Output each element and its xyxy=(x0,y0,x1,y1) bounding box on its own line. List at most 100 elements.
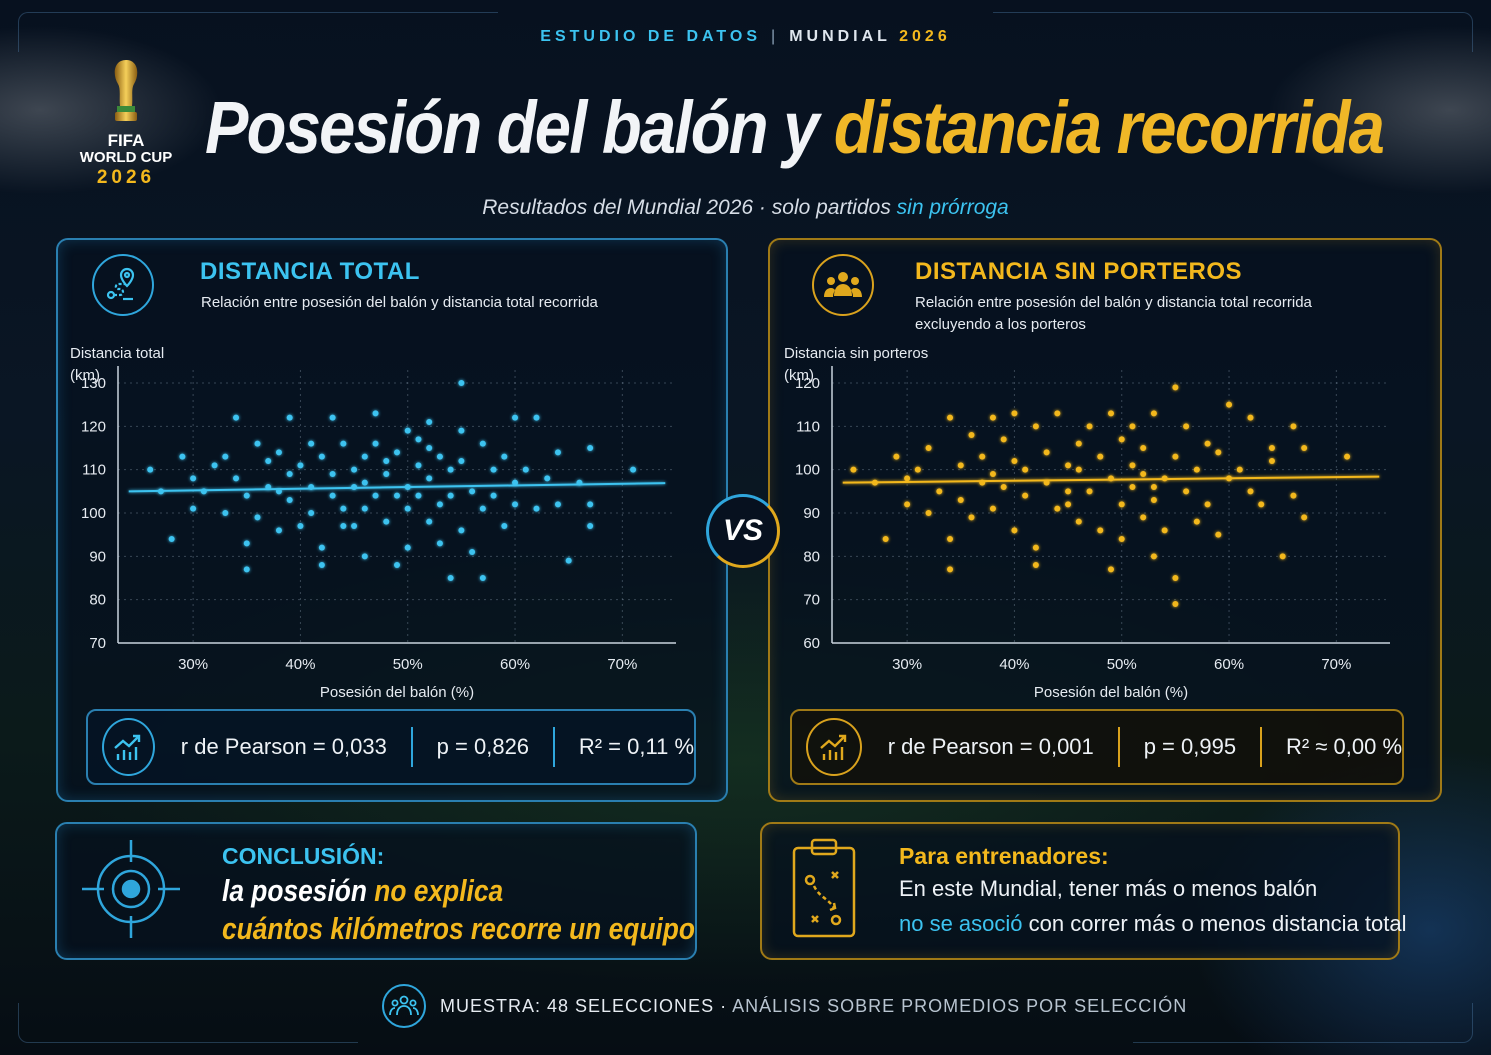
data-point xyxy=(1108,410,1114,417)
x-tick-label: 70% xyxy=(1321,656,1351,673)
data-point xyxy=(361,479,368,486)
footer-sample: MUESTRA: 48 SELECCIONES xyxy=(440,995,715,1016)
data-point xyxy=(308,440,315,447)
title-part2: distancia recorrida xyxy=(833,86,1385,169)
trend-line xyxy=(842,475,1380,484)
data-point xyxy=(501,453,508,460)
data-point xyxy=(850,466,857,473)
x-tick-label: 60% xyxy=(1214,656,1244,673)
logo-fifa: FIFA xyxy=(107,131,145,150)
stat-divider xyxy=(1260,727,1262,767)
right-panel-icon xyxy=(812,254,874,316)
data-point xyxy=(587,501,594,508)
data-point xyxy=(458,527,465,534)
data-point xyxy=(426,445,433,451)
left-p-value: p = 0,826 xyxy=(436,734,530,759)
left-chart-panel xyxy=(56,238,728,802)
data-point xyxy=(882,536,889,542)
data-point xyxy=(361,553,368,560)
data-point xyxy=(426,419,433,425)
data-point xyxy=(1183,488,1190,495)
data-point xyxy=(1129,462,1136,469)
data-point xyxy=(243,566,250,573)
left-panel-description: Relación entre posesión del balón y dist… xyxy=(201,294,598,311)
right-stats-icon xyxy=(806,718,862,776)
data-point xyxy=(243,492,250,499)
y-tick-label: 120 xyxy=(795,375,820,392)
right-scatter-chart: Distancia sin porteros (km) 60 70 80 90 100 110… xyxy=(784,345,1390,701)
growth-chart-icon xyxy=(114,734,141,760)
conclusion-label: CONCLUSIÓN: xyxy=(222,843,385,869)
header-kicker: ESTUDIO DE DATOS | MUNDIAL 2026 xyxy=(0,28,1491,46)
data-point xyxy=(630,466,637,473)
kicker-separator: | xyxy=(771,28,780,45)
data-point xyxy=(1032,544,1039,551)
y-axis-unit: (km) xyxy=(70,367,100,384)
clipboard-tactics-icon xyxy=(792,838,856,938)
data-point xyxy=(957,497,964,503)
y-tick-label: 60 xyxy=(803,635,820,652)
footer-separator: · xyxy=(714,995,733,1016)
coaches-label: Para entrenadores: xyxy=(899,843,1109,869)
data-point xyxy=(1301,514,1308,521)
data-point xyxy=(1226,401,1233,408)
data-point xyxy=(1129,484,1136,490)
data-point xyxy=(168,536,175,542)
data-point xyxy=(947,536,954,542)
data-point xyxy=(533,414,540,421)
frame-line-bottom-left xyxy=(18,1003,358,1043)
data-point xyxy=(1193,466,1200,473)
data-point xyxy=(404,505,411,512)
data-point xyxy=(1193,518,1200,525)
data-point xyxy=(243,540,250,547)
data-point xyxy=(1075,518,1082,525)
y-tick-label: 70 xyxy=(89,635,106,652)
data-point xyxy=(1183,423,1190,430)
left-pearson-value: r de Pearson = 0,033 xyxy=(180,734,387,759)
data-point xyxy=(254,514,261,521)
data-point xyxy=(1022,492,1029,499)
data-point xyxy=(479,505,486,512)
data-point xyxy=(1140,445,1147,451)
data-point xyxy=(1032,562,1039,568)
data-point xyxy=(936,488,943,495)
data-point xyxy=(1301,445,1308,451)
data-point xyxy=(490,492,497,499)
data-point xyxy=(587,523,594,529)
right-panel-title: DISTANCIA SIN PORTEROS xyxy=(915,258,1243,285)
subtitle-highlight: sin prórroga xyxy=(896,196,1009,219)
y-axis-title: Distancia sin porteros xyxy=(784,345,928,362)
coaches-panel xyxy=(760,822,1400,960)
frame-line-top-left xyxy=(18,12,498,52)
data-point xyxy=(458,380,465,386)
vs-badge: VS xyxy=(706,494,780,568)
footer-text: MUESTRA: 48 SELECCIONES · ANÁLISIS SOBRE… xyxy=(440,996,1187,1017)
x-tick-label: 50% xyxy=(1107,656,1137,673)
right-stats-box: r de Pearson = 0,001 p = 0,995 R² ≈ 0,00… xyxy=(790,709,1404,785)
data-point xyxy=(286,497,293,503)
coaches-line1: En este Mundial, tener más o menos balón xyxy=(899,876,1318,901)
footer: MUESTRA: 48 SELECCIONES · ANÁLISIS SOBRE… xyxy=(382,983,1187,1029)
data-point xyxy=(1065,462,1072,469)
data-point xyxy=(1118,536,1125,542)
trophy-icon xyxy=(114,60,138,121)
data-point xyxy=(447,492,454,499)
y-tick-label: 70 xyxy=(803,592,820,609)
data-point xyxy=(436,540,443,547)
data-point xyxy=(1290,492,1297,499)
right-r2-value: R² ≈ 0,00 % xyxy=(1286,734,1403,759)
data-point xyxy=(275,449,282,456)
data-point xyxy=(904,501,911,508)
y-axis-title: Distancia total xyxy=(70,345,164,362)
data-point xyxy=(265,458,272,464)
data-point xyxy=(1065,501,1072,508)
frame-line-bottom-right xyxy=(1133,1003,1473,1043)
data-point xyxy=(383,518,390,525)
data-point xyxy=(361,505,368,512)
data-point xyxy=(469,488,476,495)
right-pearson-value: r de Pearson = 0,001 xyxy=(887,734,1094,759)
data-point xyxy=(989,414,996,421)
data-point xyxy=(512,414,519,421)
data-point xyxy=(989,471,996,477)
data-point xyxy=(1258,501,1265,508)
